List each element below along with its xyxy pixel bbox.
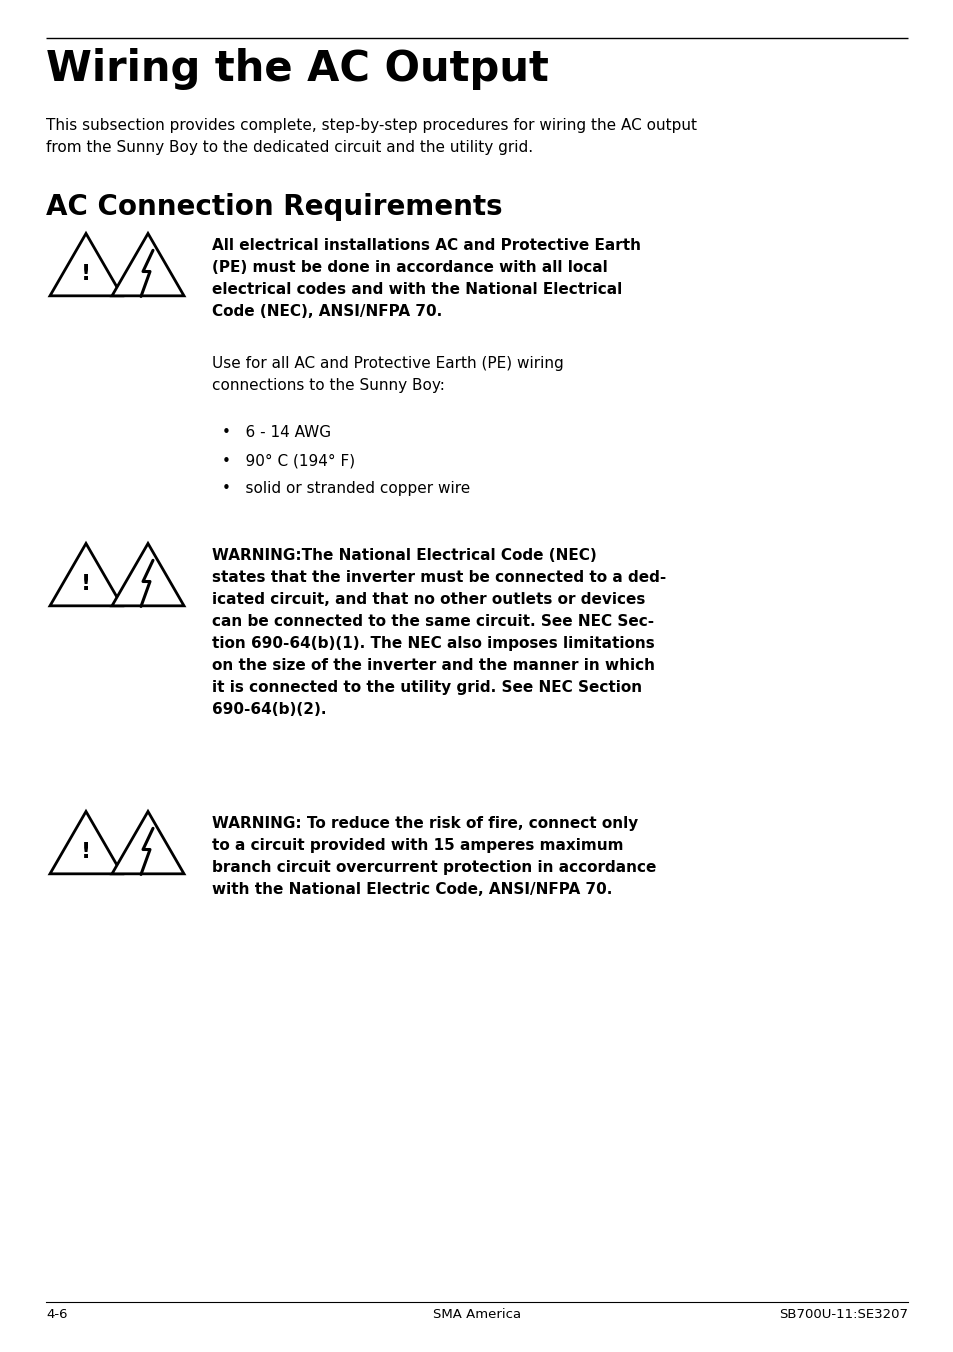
Text: !: ! [81,842,91,863]
Text: 4-6: 4-6 [46,1307,68,1321]
Text: Wiring the AC Output: Wiring the AC Output [46,49,548,91]
Text: !: ! [81,264,91,284]
Text: •   solid or stranded copper wire: • solid or stranded copper wire [222,481,470,496]
Polygon shape [50,544,122,606]
Text: AC Connection Requirements: AC Connection Requirements [46,193,502,220]
Text: This subsection provides complete, step-by-step procedures for wiring the AC out: This subsection provides complete, step-… [46,118,697,155]
Text: •   6 - 14 AWG: • 6 - 14 AWG [222,425,331,439]
Text: SMA America: SMA America [433,1307,520,1321]
Text: !: ! [81,575,91,594]
Polygon shape [112,811,184,873]
Text: •   90° C (194° F): • 90° C (194° F) [222,453,355,468]
Polygon shape [112,234,184,296]
Text: WARNING:The National Electrical Code (NEC)
states that the inverter must be conn: WARNING:The National Electrical Code (NE… [212,548,665,717]
Text: WARNING: To reduce the risk of fire, connect only
to a circuit provided with 15 : WARNING: To reduce the risk of fire, con… [212,817,656,896]
Text: All electrical installations AC and Protective Earth
(PE) must be done in accord: All electrical installations AC and Prot… [212,238,640,319]
Polygon shape [112,544,184,606]
Text: SB700U-11:SE3207: SB700U-11:SE3207 [779,1307,907,1321]
Polygon shape [50,234,122,296]
Text: Use for all AC and Protective Earth (PE) wiring
connections to the Sunny Boy:: Use for all AC and Protective Earth (PE)… [212,356,563,393]
Polygon shape [50,811,122,873]
